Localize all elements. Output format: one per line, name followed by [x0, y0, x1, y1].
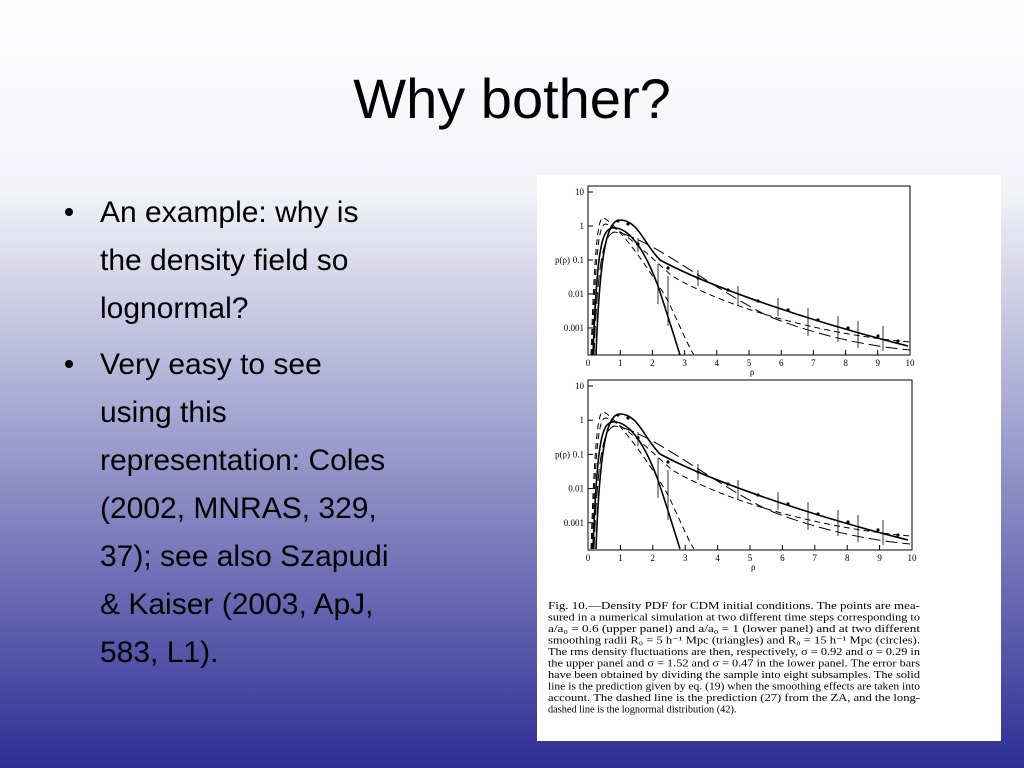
- x-tick-label: 3: [683, 553, 688, 563]
- x-tick-label: 6: [780, 553, 785, 563]
- y-tick-label: 0.001: [564, 518, 584, 528]
- x-tick-label: 0: [586, 553, 591, 563]
- x-tick-label: 3: [682, 358, 687, 368]
- bullet-text: An example: why is: [100, 196, 358, 229]
- caption-line: account. The dashed line is the predicti…: [548, 693, 921, 704]
- x-tick-label: 8: [845, 553, 850, 563]
- x-tick-label: 5: [747, 358, 752, 368]
- y-tick-label: 0.01: [568, 484, 584, 494]
- bullet-text: & Kaiser (2003, ApJ,: [100, 588, 374, 621]
- bullet-text: lognormal?: [100, 292, 248, 325]
- caption-line: smoothing radii R₀ = 5 h⁻¹ Mpc (triangle…: [548, 636, 920, 647]
- bullet-text: representation: Coles: [100, 444, 385, 477]
- x-tick-label: 0: [586, 358, 591, 368]
- x-tick-label: 7: [811, 358, 816, 368]
- y-tick-label: 0.1: [573, 255, 584, 265]
- bullet-text: (2002, MNRAS, 329,: [100, 492, 377, 525]
- x-axis-label: ρ: [750, 367, 755, 377]
- bullet-text: 37); see also Szapudi: [100, 540, 389, 573]
- caption-line: a/a₀ = 0.6 (upper panel) and a/a₀ = 1 (l…: [548, 624, 920, 635]
- bullet-dot: [65, 208, 73, 216]
- y-axis-label: p(ρ): [555, 255, 570, 265]
- caption-line: dashed line is the lognormal distributio…: [548, 705, 736, 716]
- bullet-text: using this: [100, 396, 227, 429]
- x-tick-label: 9: [877, 553, 882, 563]
- x-tick-label: 2: [650, 358, 655, 368]
- caption-line: have been obtained by dividing the sampl…: [548, 670, 921, 681]
- x-tick-label: 5: [748, 553, 753, 563]
- x-tick-label: 10: [906, 358, 916, 368]
- caption-line: The rms density fluctuations are then, r…: [548, 647, 920, 658]
- x-tick-label: 6: [779, 358, 784, 368]
- bullet-dot: [65, 360, 73, 368]
- caption-line: Fig. 10.—Density PDF for CDM initial con…: [548, 601, 921, 612]
- x-tick-label: 1: [618, 553, 623, 563]
- x-tick-label: 10: [908, 553, 918, 563]
- y-axis-label: p(ρ): [555, 449, 570, 459]
- bullet-text: the density field so: [100, 244, 348, 277]
- x-tick-label: 9: [876, 358, 881, 368]
- y-tick-label: 0.01: [568, 289, 584, 299]
- x-tick-label: 2: [651, 553, 656, 563]
- caption-line: line is the prediction given by eq. (19)…: [548, 682, 920, 693]
- caption-line: sured in a numerical simulation at two d…: [548, 613, 920, 624]
- caption-line: the upper panel and σ = 1.52 and σ = 0.4…: [548, 659, 920, 670]
- figure-image: [537, 175, 1001, 741]
- bullet-text: 583, L1).: [100, 636, 218, 669]
- y-tick-label: 0.001: [564, 323, 584, 333]
- x-tick-label: 7: [813, 553, 818, 563]
- y-tick-label: 10: [575, 187, 585, 197]
- slide-title: Why bother?: [353, 67, 671, 130]
- x-tick-label: 8: [843, 358, 848, 368]
- y-tick-label: 0.1: [573, 449, 584, 459]
- y-tick-label: 1: [580, 415, 585, 425]
- x-tick-label: 4: [715, 553, 720, 563]
- y-tick-label: 1: [580, 221, 585, 231]
- y-tick-label: 10: [575, 381, 585, 391]
- x-axis-label: ρ: [751, 562, 756, 572]
- x-tick-label: 4: [715, 358, 720, 368]
- bullet-text: Very easy to see: [100, 348, 322, 381]
- x-tick-label: 1: [618, 358, 623, 368]
